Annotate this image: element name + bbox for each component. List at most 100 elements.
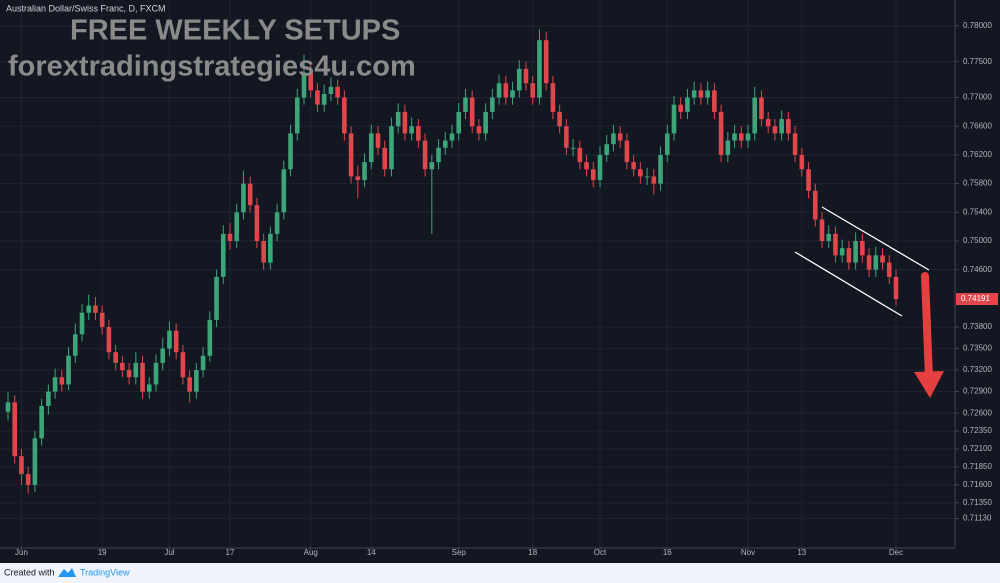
candle-body (308, 72, 314, 91)
y-tick-label: 0.75800 (963, 179, 992, 188)
candle-body (402, 111, 408, 134)
candle-body (456, 111, 462, 134)
x-tick-label: Aug (304, 548, 318, 557)
candle-body (584, 162, 589, 170)
y-tick-label: 0.74600 (963, 265, 992, 274)
arrow-head (914, 371, 944, 398)
candle-body (315, 90, 320, 105)
candle-body (32, 438, 38, 485)
candle-body (732, 133, 737, 141)
candle-body (436, 147, 441, 163)
candle-body (227, 233, 233, 242)
x-tick-label: Nov (741, 548, 755, 557)
candle-body (25, 474, 31, 485)
candle-body (281, 169, 287, 213)
candles (5, 29, 899, 494)
candle-body (416, 126, 421, 141)
candle-body (268, 233, 273, 263)
candle-body (200, 355, 206, 371)
candle-body (812, 190, 818, 220)
candle-body (409, 126, 414, 134)
candle-body (146, 384, 152, 392)
candle-body (86, 305, 92, 313)
x-tick-label: Dec (889, 548, 903, 557)
candle-body (429, 162, 435, 170)
candle-body (59, 377, 65, 385)
candle-body (301, 72, 307, 98)
candle-body (860, 241, 865, 256)
candle-body (530, 83, 536, 98)
candle-body (113, 352, 118, 363)
channel-lower (794, 251, 903, 317)
tradingview-logo (58, 568, 76, 577)
candle-body (658, 154, 663, 184)
candle-body (187, 377, 192, 392)
candle-body (375, 133, 381, 148)
candle-body (664, 133, 670, 155)
candle-body (631, 162, 636, 170)
candle-body (597, 154, 603, 181)
x-tick-label: 18 (528, 548, 537, 557)
candle-body (382, 147, 388, 170)
axis: 0.78000 0.77500 0.77000 0.76600 0.76200 0.758… (15, 21, 992, 557)
candle-body (133, 362, 139, 378)
candle-body (624, 140, 630, 163)
candle-body (194, 370, 199, 392)
candle-body (880, 255, 885, 263)
candle-body (335, 86, 340, 98)
candle-body (759, 97, 764, 120)
candle-body (126, 370, 132, 378)
candle-body (355, 176, 361, 181)
candle-body (651, 176, 657, 184)
candle-body (463, 97, 468, 112)
y-tick-label: 0.73500 (963, 344, 992, 353)
x-tick-label: Jun (15, 548, 28, 557)
last-price-label: 0.74191 (961, 294, 990, 303)
x-tick-label: 17 (226, 548, 235, 557)
candle-body (644, 176, 650, 178)
candle-body (483, 111, 488, 134)
candle-body (395, 111, 401, 127)
candle-body (866, 255, 872, 270)
footer-brand: TradingView (80, 567, 130, 577)
candle-body (799, 154, 805, 170)
candle-body (294, 97, 300, 134)
candle-body (46, 391, 51, 406)
y-tick-label: 0.72100 (963, 444, 992, 453)
candle-body (167, 330, 172, 349)
candle-body (510, 90, 515, 98)
candle-body (234, 212, 240, 242)
candle-body (274, 212, 280, 234)
x-tick-label: 14 (367, 548, 376, 557)
candle-body (72, 334, 78, 356)
candle-body (362, 162, 367, 181)
candle-body (712, 90, 717, 112)
x-tick-label: 13 (797, 548, 806, 557)
candle-body (254, 205, 260, 242)
candle-body (617, 133, 623, 141)
candle-body (442, 140, 448, 148)
candle-body (173, 330, 179, 353)
candle-body (779, 119, 784, 134)
candle-body (846, 248, 852, 263)
candle-body (389, 126, 394, 170)
candle-body (792, 133, 798, 155)
candle-body (247, 183, 253, 206)
candle-body (261, 241, 266, 263)
arrow-shaft (921, 272, 933, 382)
y-tick-label: 0.72350 (963, 426, 992, 435)
candle-body (853, 241, 858, 263)
candle-body (220, 233, 226, 277)
candle-body (671, 104, 677, 134)
candle-body (449, 133, 455, 141)
candle-body (819, 219, 825, 242)
candle-body (476, 126, 482, 134)
candle-body (368, 133, 374, 163)
candle-body (503, 83, 509, 98)
candle-body (678, 104, 684, 112)
candle-body (99, 312, 105, 328)
candle-body (516, 68, 522, 91)
